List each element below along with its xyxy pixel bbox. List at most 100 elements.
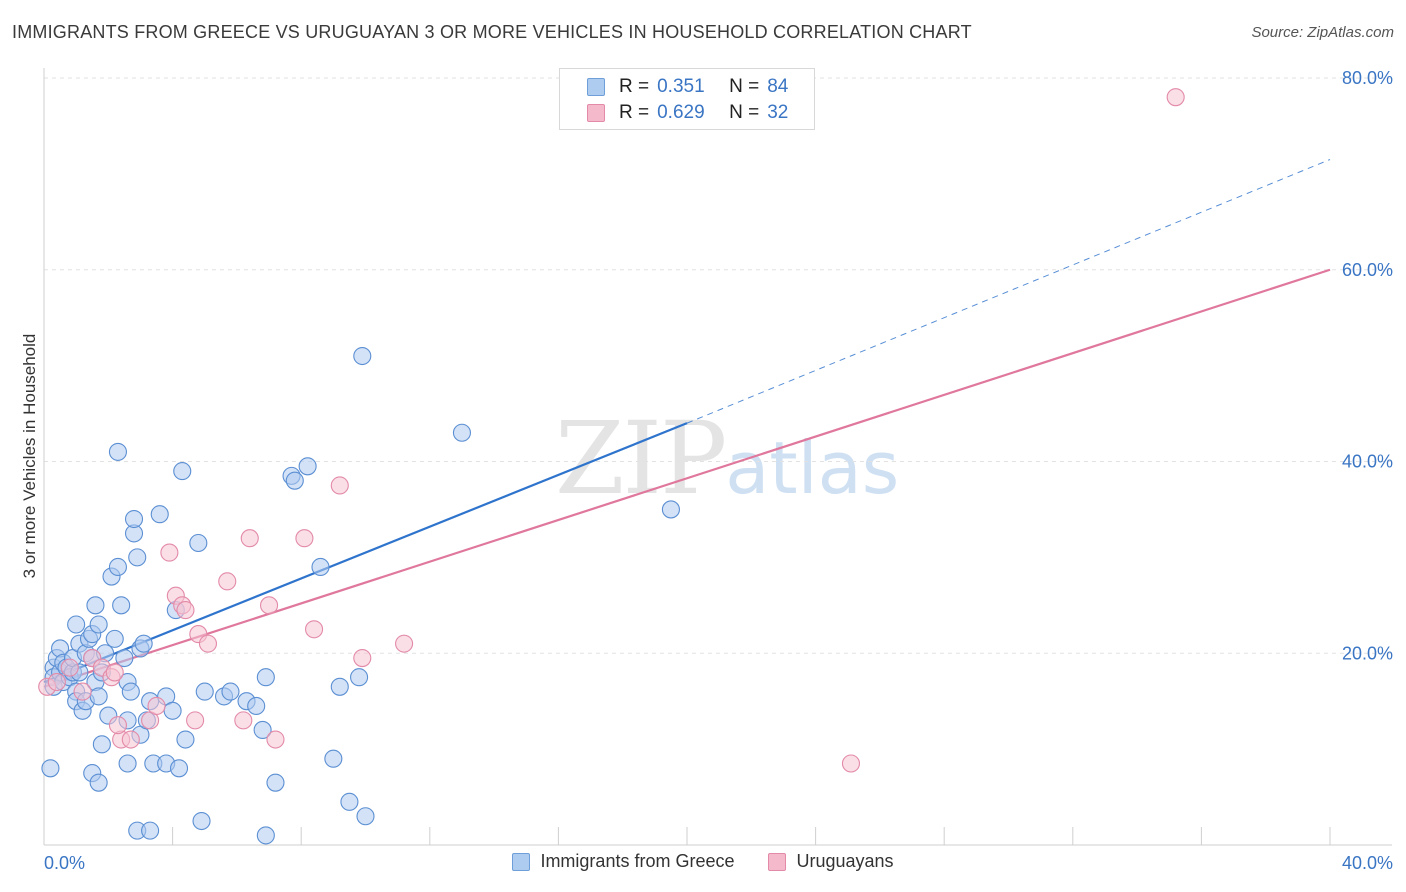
point-greece-83 xyxy=(256,826,275,845)
point-greece-58 xyxy=(195,682,214,701)
point-uruguayan-20 xyxy=(234,711,253,730)
point-uruguayan-7 xyxy=(105,663,124,682)
legend-item-uruguayans[interactable]: Uruguayans xyxy=(768,851,894,872)
bottom-legend: Immigrants from Greece Uruguayans xyxy=(0,851,1406,872)
legend-item-greece[interactable]: Immigrants from Greece xyxy=(512,851,734,872)
stats-swatch-greece xyxy=(587,78,605,96)
legend-swatch-uruguayans xyxy=(768,852,787,871)
point-greece-75 xyxy=(256,668,275,687)
stats-legend: R = 0.351 N = 84 R = 0.629 N = 32 xyxy=(559,68,815,130)
point-uruguayan-24 xyxy=(295,529,314,548)
stats-row-uruguayans: R = 0.629 N = 32 xyxy=(587,100,788,126)
point-greece-64 xyxy=(266,773,285,792)
point-greece-70 xyxy=(330,677,349,696)
point-greece-68 xyxy=(311,557,330,577)
point-uruguayan-25 xyxy=(305,620,324,639)
stats-r-label: R = xyxy=(619,102,650,123)
point-uruguayan-1 xyxy=(47,672,66,692)
point-greece-63 xyxy=(253,720,272,740)
point-greece-84 xyxy=(661,500,680,519)
stats-r-value: 0.351 xyxy=(657,76,705,97)
point-uruguayan-31 xyxy=(108,716,127,735)
point-uruguayan-3 xyxy=(73,682,92,701)
point-uruguayan-27 xyxy=(353,648,372,668)
point-greece-45 xyxy=(134,634,153,653)
point-greece-78 xyxy=(89,773,108,792)
point-greece-73 xyxy=(356,807,375,826)
point-greece-79 xyxy=(118,754,137,773)
trendline-solid-1 xyxy=(43,268,1331,688)
point-greece-52 xyxy=(163,701,182,720)
point-greece-67 xyxy=(298,457,317,476)
point-uruguayan-11 xyxy=(147,696,166,716)
point-greece-69 xyxy=(324,749,343,768)
y-tick-label-80: 80.0% xyxy=(1342,68,1393,88)
stats-row-greece: R = 0.351 N = 84 xyxy=(587,74,788,100)
point-greece-34 xyxy=(108,442,127,461)
point-greece-60 xyxy=(221,682,240,701)
chart-title: IMMIGRANTS FROM GREECE VS URUGUAYAN 3 OR… xyxy=(12,22,972,42)
point-greece-49 xyxy=(150,505,169,524)
point-uruguayan-12 xyxy=(160,543,179,562)
y-tick-label-60: 60.0% xyxy=(1342,260,1393,280)
point-uruguayan-29 xyxy=(841,754,861,773)
point-greece-57 xyxy=(189,533,208,553)
point-greece-35 xyxy=(112,596,131,615)
legend-label-greece: Immigrants from Greece xyxy=(540,851,735,871)
point-greece-41 xyxy=(124,509,144,529)
point-greece-56 xyxy=(176,730,195,749)
stats-r-label: R = xyxy=(619,76,650,97)
stats-n-value: 32 xyxy=(767,102,789,123)
x-tick-label-min: 0.0% xyxy=(44,853,85,873)
data-points xyxy=(38,88,1185,845)
point-greece-66 xyxy=(285,471,304,490)
point-uruguayan-9 xyxy=(121,730,140,749)
point-uruguayan-19 xyxy=(218,572,237,591)
point-greece-81 xyxy=(141,821,160,840)
point-greece-26 xyxy=(89,615,108,634)
point-greece-25 xyxy=(89,687,108,706)
point-greece-27 xyxy=(92,735,111,754)
point-uruguayan-30 xyxy=(1166,88,1185,107)
point-greece-42 xyxy=(128,548,147,567)
point-uruguayan-23 xyxy=(266,730,285,749)
legend-label-uruguayans: Uruguayans xyxy=(796,851,894,871)
axes xyxy=(43,68,1392,846)
point-uruguayan-15 xyxy=(176,601,195,620)
tick-labels: 20.0% 40.0% 60.0% 80.0% 0.0% 40.0% xyxy=(44,68,1393,873)
stats-n-label: N = xyxy=(729,76,760,97)
y-tick-label-20: 20.0% xyxy=(1342,643,1393,663)
trendlines xyxy=(43,159,1331,688)
point-uruguayan-22 xyxy=(259,596,279,615)
legend-swatch-greece xyxy=(512,852,531,871)
stats-swatch-uruguayans xyxy=(587,104,605,122)
grid xyxy=(44,77,1392,654)
point-greece-74 xyxy=(452,423,472,442)
stats-n-label: N = xyxy=(729,102,760,123)
point-greece-36 xyxy=(115,648,134,668)
point-greece-72 xyxy=(350,668,369,687)
point-uruguayan-21 xyxy=(240,529,259,548)
point-greece-62 xyxy=(247,696,266,716)
point-greece-55 xyxy=(173,462,192,481)
point-uruguayan-28 xyxy=(395,634,414,653)
point-uruguayan-18 xyxy=(198,634,218,653)
point-greece-54 xyxy=(169,759,189,778)
point-greece-76 xyxy=(41,759,60,778)
point-greece-13 xyxy=(67,615,86,634)
point-greece-71 xyxy=(340,792,359,811)
point-uruguayan-26 xyxy=(330,476,349,495)
point-greece-24 xyxy=(86,596,105,615)
x-tick-label-max: 40.0% xyxy=(1342,853,1393,873)
point-greece-82 xyxy=(192,811,211,831)
stats-n-value: 84 xyxy=(767,76,789,97)
trendline-dashed-0 xyxy=(686,159,1331,424)
y-tick-label-40: 40.0% xyxy=(1342,452,1393,472)
point-greece-33 xyxy=(108,557,127,577)
stats-r-value: 0.629 xyxy=(657,102,705,123)
point-greece-39 xyxy=(121,682,140,701)
point-greece-32 xyxy=(105,629,124,648)
source-label: Source: ZipAtlas.com xyxy=(1251,24,1394,41)
point-uruguayan-16 xyxy=(186,711,205,730)
